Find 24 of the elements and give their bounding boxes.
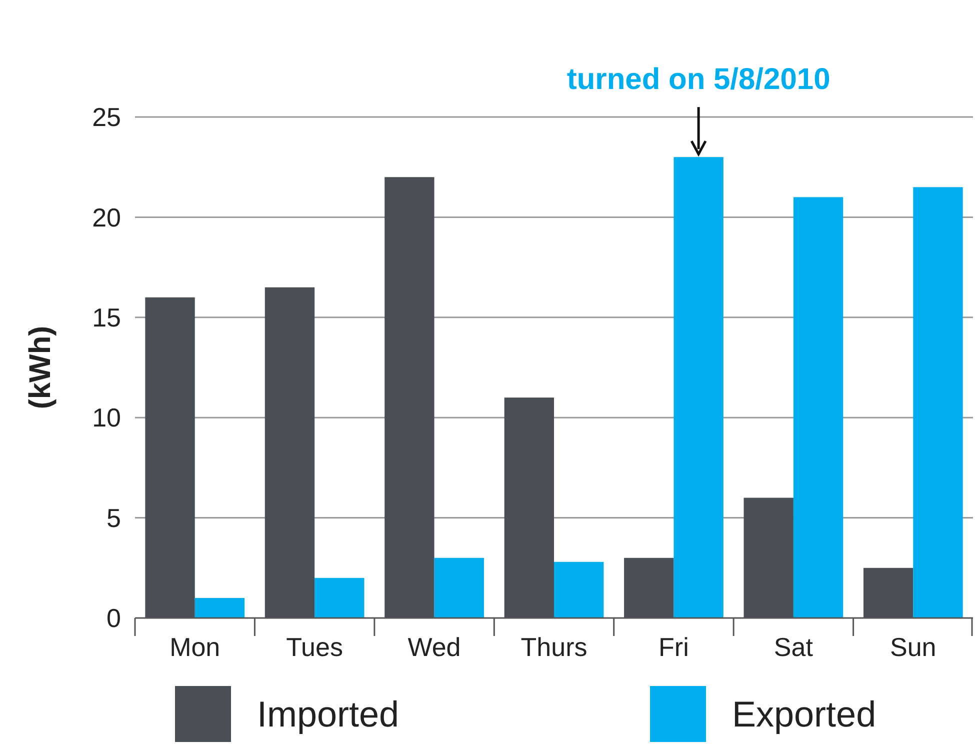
y-tick-label: 25 [92,102,121,132]
annotation: turned on 5/8/2010 [566,63,830,96]
y-tick-label: 0 [106,603,121,634]
x-tick-label: Sat [774,632,814,662]
legend-label: Exported [732,694,876,735]
y-tick-label: 5 [106,502,121,533]
y-axis-title: (kWh) [24,326,57,410]
x-tick-label: Tues [286,632,343,662]
x-tick-label: Fri [658,632,689,662]
x-tick-label: Thurs [520,632,588,662]
legend-label: Imported [257,694,400,735]
x-tick-label: Sun [890,632,936,662]
bar [434,558,484,618]
y-tick-label: 10 [92,402,121,433]
bar [554,562,604,618]
bar [913,187,963,618]
y-tick-label: 15 [92,302,121,332]
bar [793,197,844,618]
bar [314,578,364,618]
bar [194,598,245,618]
x-tick-label: Wed [408,632,461,662]
bar [674,157,724,618]
y-tick-label: 20 [92,202,121,232]
x-tick-label: Mon [170,632,220,662]
